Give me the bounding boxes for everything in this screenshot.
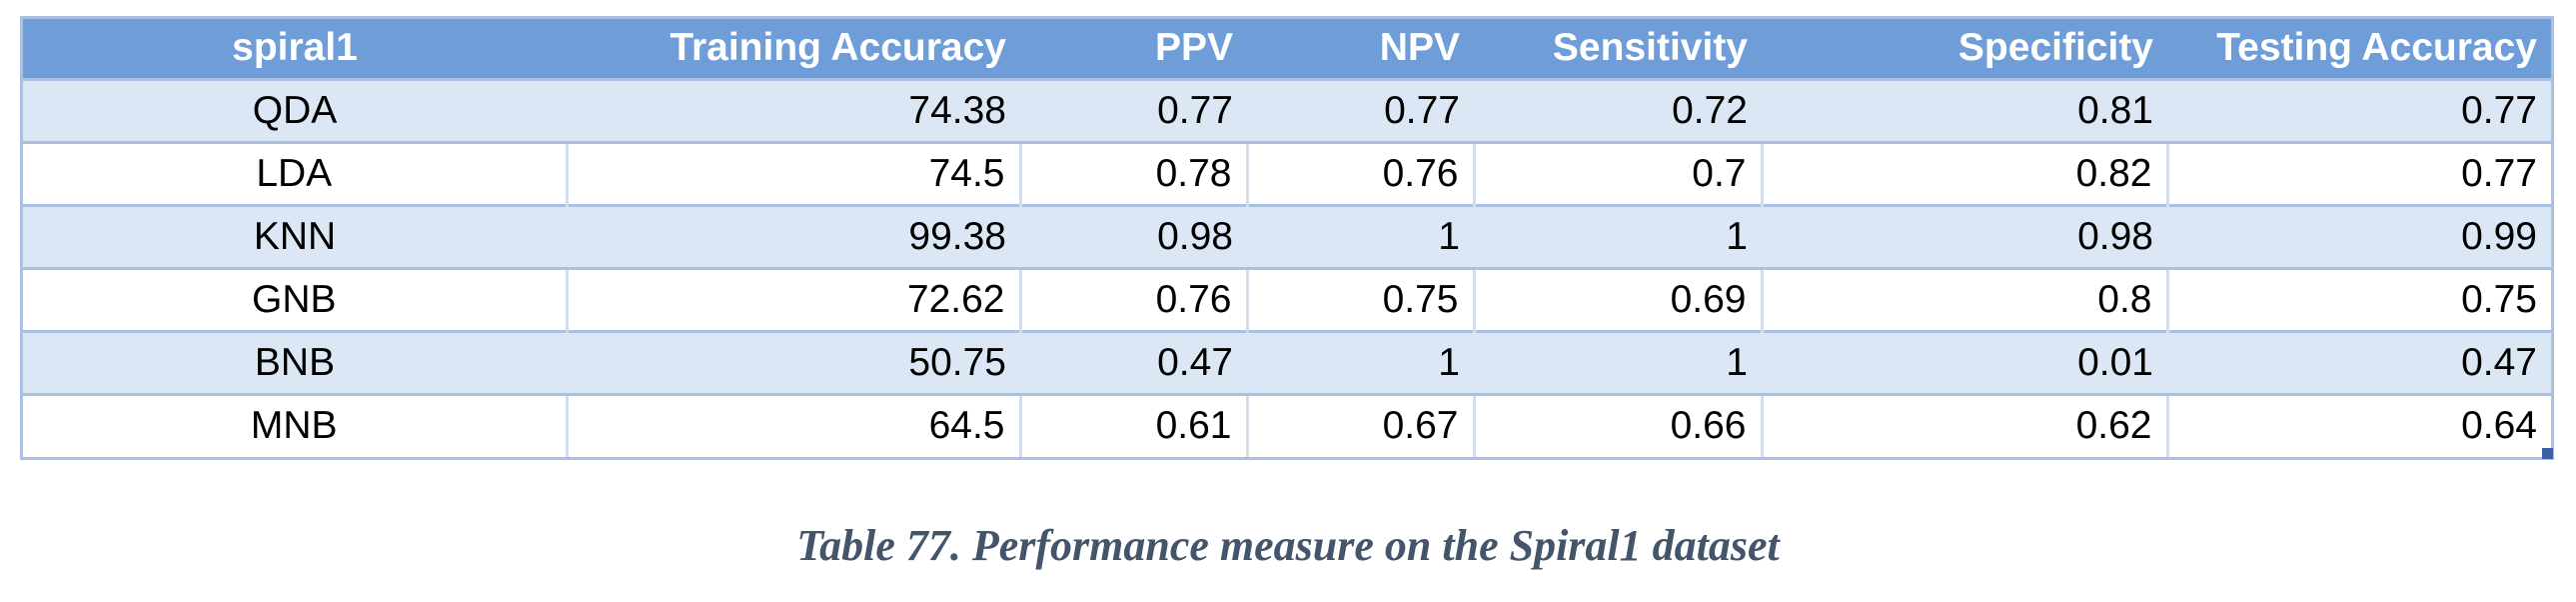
header-specificity: Specificity — [1762, 19, 2167, 79]
cell-npv: 0.77 — [1247, 77, 1474, 142]
cell-specificity: 0.81 — [1762, 77, 2167, 142]
cell-sensitivity: 0.72 — [1474, 77, 1762, 142]
cell-npv: 1 — [1247, 203, 1474, 268]
cell-training-accuracy: 99.38 — [567, 203, 1020, 268]
cell-sensitivity: 0.69 — [1472, 266, 1762, 331]
cell-npv: 0.75 — [1245, 266, 1474, 331]
cell-training-accuracy: 74.38 — [567, 77, 1020, 142]
cell-testing-accuracy: 0.64 — [2165, 392, 2551, 457]
table-row: LDA 74.5 0.78 0.76 0.7 0.82 0.77 — [23, 140, 2551, 205]
cell-model: GNB — [23, 266, 567, 331]
cell-npv: 0.76 — [1245, 140, 1474, 205]
cell-specificity: 0.82 — [1760, 140, 2167, 205]
cell-model: KNN — [23, 203, 567, 268]
cell-model: BNB — [23, 329, 567, 394]
cell-ppv: 0.61 — [1018, 392, 1247, 457]
table-resize-handle[interactable] — [2542, 448, 2553, 459]
table-header-row: spiral1 Training Accuracy PPV NPV Sensit… — [23, 19, 2551, 79]
cell-ppv: 0.47 — [1020, 329, 1247, 394]
header-sensitivity: Sensitivity — [1474, 19, 1762, 79]
cell-ppv: 0.77 — [1020, 77, 1247, 142]
cell-model: MNB — [23, 392, 567, 457]
cell-specificity: 0.62 — [1760, 392, 2167, 457]
cell-testing-accuracy: 0.77 — [2165, 140, 2551, 205]
table-row: MNB 64.5 0.61 0.67 0.66 0.62 0.64 — [23, 392, 2551, 457]
cell-sensitivity: 1 — [1474, 329, 1762, 394]
cell-specificity: 0.98 — [1762, 203, 2167, 268]
cell-sensitivity: 0.7 — [1472, 140, 1762, 205]
cell-sensitivity: 1 — [1474, 203, 1762, 268]
header-npv: NPV — [1247, 19, 1474, 79]
header-testing-accuracy: Testing Accuracy — [2167, 19, 2551, 79]
table-row: QDA 74.38 0.77 0.77 0.72 0.81 0.77 — [23, 77, 2551, 142]
cell-sensitivity: 0.66 — [1472, 392, 1762, 457]
table-row: GNB 72.62 0.76 0.75 0.69 0.8 0.75 — [23, 266, 2551, 331]
header-ppv: PPV — [1020, 19, 1247, 79]
cell-testing-accuracy: 0.75 — [2165, 266, 2551, 331]
cell-training-accuracy: 64.5 — [565, 392, 1020, 457]
cell-specificity: 0.01 — [1762, 329, 2167, 394]
cell-npv: 1 — [1247, 329, 1474, 394]
cell-testing-accuracy: 0.77 — [2167, 77, 2551, 142]
cell-testing-accuracy: 0.47 — [2167, 329, 2551, 394]
cell-ppv: 0.78 — [1018, 140, 1247, 205]
table-row: BNB 50.75 0.47 1 1 0.01 0.47 — [23, 329, 2551, 394]
cell-model: QDA — [23, 77, 567, 142]
cell-model: LDA — [23, 140, 567, 205]
header-dataset: spiral1 — [23, 19, 567, 79]
cell-testing-accuracy: 0.99 — [2167, 203, 2551, 268]
cell-npv: 0.67 — [1245, 392, 1474, 457]
table-caption: Table 77. Performance measure on the Spi… — [796, 521, 1780, 570]
cell-ppv: 0.76 — [1018, 266, 1247, 331]
cell-training-accuracy: 50.75 — [567, 329, 1020, 394]
cell-training-accuracy: 74.5 — [565, 140, 1020, 205]
cell-specificity: 0.8 — [1760, 266, 2167, 331]
cell-ppv: 0.98 — [1020, 203, 1247, 268]
cell-training-accuracy: 72.62 — [565, 266, 1020, 331]
header-training-accuracy: Training Accuracy — [567, 19, 1020, 79]
performance-table: spiral1 Training Accuracy PPV NPV Sensit… — [20, 16, 2554, 460]
table-row: KNN 99.38 0.98 1 1 0.98 0.99 — [23, 203, 2551, 268]
